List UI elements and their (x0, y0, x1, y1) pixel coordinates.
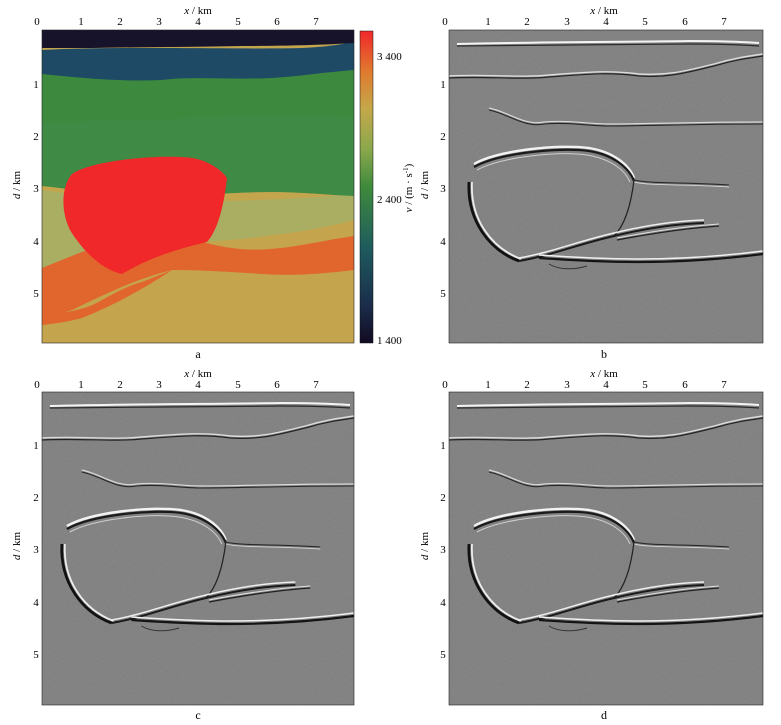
y-tick: 1 (33, 440, 39, 452)
y-tick: 1 (440, 79, 446, 91)
x-tick: 1 (78, 16, 84, 28)
y-tick: 5 (440, 649, 446, 661)
colorbar (359, 30, 374, 344)
panel-c-frame (41, 391, 355, 706)
x-tick: 5 (235, 16, 241, 28)
panel-label: a (195, 347, 201, 361)
x-tick: 6 (274, 379, 280, 391)
x-tick: 0 (34, 379, 40, 391)
migrated-image-b (449, 30, 763, 343)
x-tick: 6 (274, 16, 280, 28)
panel-a-frame (41, 29, 355, 344)
y-tick: 5 (440, 288, 446, 300)
x-tick: 6 (682, 16, 688, 28)
y-tick: 2 (33, 492, 39, 504)
x-tick: 4 (195, 16, 201, 28)
x-tick: 2 (117, 379, 123, 391)
y-axis-title: d / km (11, 532, 23, 561)
x-axis-title: x / km (183, 5, 212, 17)
y-tick: 5 (33, 649, 39, 661)
y-tick: 3 (440, 544, 446, 556)
colorbar-tick: 3 400 (377, 51, 402, 63)
x-tick: 7 (721, 379, 727, 391)
x-tick: 1 (78, 379, 84, 391)
x-tick: 6 (682, 379, 688, 391)
y-tick: 4 (33, 597, 39, 609)
x-tick: 0 (34, 16, 40, 28)
x-tick: 7 (313, 379, 319, 391)
panel-b: x / km 0 1 2 3 4 5 6 7 1 2 3 4 5 d / km … (419, 5, 764, 361)
x-tick: 5 (642, 379, 648, 391)
x-axis-title: x / km (589, 368, 618, 380)
x-tick: 0 (442, 16, 448, 28)
y-tick: 3 (440, 183, 446, 195)
panel-d-frame (448, 391, 764, 706)
x-tick: 4 (603, 379, 609, 391)
y-tick: 4 (440, 236, 446, 248)
y-tick: 1 (33, 79, 39, 91)
panel-label: b (601, 347, 607, 361)
y-tick: 3 (33, 183, 39, 195)
x-tick: 2 (524, 16, 530, 28)
migrated-image-d (449, 392, 763, 705)
panel-b-frame (448, 29, 764, 344)
x-tick: 0 (442, 379, 448, 391)
x-tick: 3 (564, 379, 570, 391)
y-tick: 3 (33, 544, 39, 556)
y-tick: 1 (440, 440, 446, 452)
x-tick: 2 (117, 16, 123, 28)
y-axis-title: d / km (11, 171, 23, 200)
x-tick: 2 (524, 379, 530, 391)
x-tick: 3 (156, 16, 162, 28)
x-tick: 1 (485, 16, 491, 28)
y-tick: 2 (33, 131, 39, 143)
y-tick: 2 (440, 492, 446, 504)
x-tick: 3 (564, 16, 570, 28)
x-tick: 5 (235, 379, 241, 391)
y-tick: 2 (440, 131, 446, 143)
panel-label: d (601, 708, 607, 722)
colorbar-tick: 1 400 (377, 335, 402, 347)
x-tick: 3 (156, 379, 162, 391)
panel-label: c (195, 708, 200, 722)
migrated-image-c (42, 392, 354, 705)
x-axis-title: x / km (589, 5, 618, 17)
y-axis-title: d / km (419, 171, 431, 200)
panel-a: 0 1 2 3 4 5 6 7 x / km 1 2 3 4 5 d / km (11, 5, 415, 361)
x-tick: 7 (313, 16, 319, 28)
y-tick: 5 (33, 288, 39, 300)
panel-c: x / km 0 1 2 3 4 5 6 7 1 2 3 4 5 d / km … (11, 368, 355, 722)
x-tick: 1 (485, 379, 491, 391)
y-tick: 4 (440, 597, 446, 609)
x-tick: 5 (642, 16, 648, 28)
colorbar-title: v / (m · s-1) (402, 163, 415, 212)
colorbar-tick: 2 400 (377, 194, 402, 206)
y-tick: 4 (33, 236, 39, 248)
velocity-model-image (42, 30, 354, 343)
y-axis-title: d / km (419, 532, 431, 561)
x-tick: 4 (195, 379, 201, 391)
x-tick: 4 (603, 16, 609, 28)
x-axis-title: x / km (183, 368, 212, 380)
x-tick: 7 (721, 16, 727, 28)
panel-d: x / km 0 1 2 3 4 5 6 7 1 2 3 4 5 d / km … (419, 368, 764, 722)
